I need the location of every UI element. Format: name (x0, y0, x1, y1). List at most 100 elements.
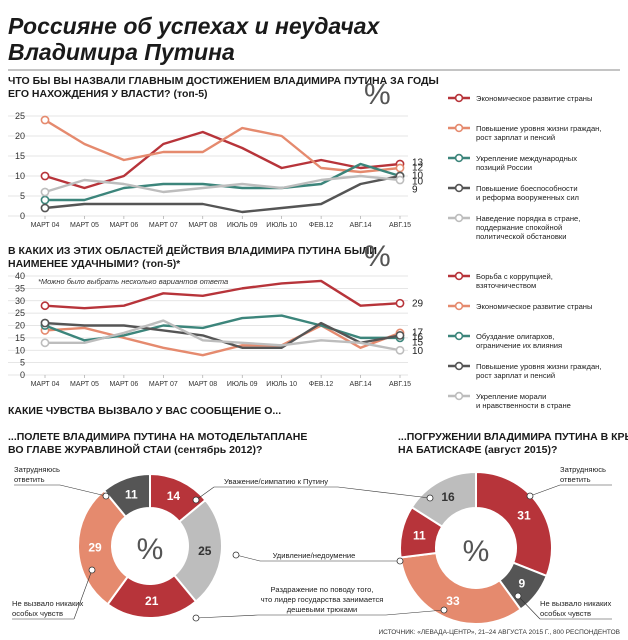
series-start-marker (40, 338, 50, 348)
svg-text:ответить: ответить (14, 475, 45, 484)
series-start-marker (40, 115, 50, 125)
svg-text:дешевыми трюками: дешевыми трюками (287, 605, 358, 614)
y-tick-label: 10 (15, 171, 25, 181)
bathyscaphe-title-line-1: ...ПОГРУЖЕНИИ ВЛАДИМИРА ПУТИНА В КРЫМУ (398, 431, 628, 443)
y-tick-label: 25 (15, 308, 25, 318)
bathyscaphe-title-line-2: НА БАТИСКАФЕ (август 2015)? (398, 444, 557, 456)
callout-respect: Уважение/симпатию к Путину (192, 477, 434, 504)
donut-slice-value: 31 (517, 508, 531, 522)
legend-marker (454, 361, 464, 371)
failures-note: *Можно было выбрать несколько вариантов … (38, 277, 228, 286)
series-end-label: 12 (412, 163, 424, 174)
legend-label: Повышение уровня жизни граждан, (476, 124, 601, 133)
donut-slice-value: 29 (88, 541, 102, 555)
series-start-marker (40, 318, 50, 328)
svg-text:особых чувств: особых чувств (540, 609, 591, 618)
y-tick-label: 10 (15, 345, 25, 355)
achievements-chart: ЧТО БЫ ВЫ НАЗВАЛИ ГЛАВНЫМ ДОСТИЖЕНИЕМ ВЛ… (8, 75, 601, 241)
legend-marker (454, 331, 464, 341)
x-tick-label: ФЕВ.12 (309, 381, 333, 388)
legend-label: ограничение их влияния (476, 341, 562, 350)
source-note: ИСТОЧНИК: «ЛЕВАДА-ЦЕНТР», 21–24 АВГУСТА … (378, 629, 620, 636)
x-tick-label: ИЮЛЬ 10 (266, 222, 297, 229)
donut-slice-value: 21 (145, 594, 159, 608)
x-tick-label: МАРТ 05 (70, 381, 99, 388)
x-tick-label: МАРТ 08 (188, 381, 217, 388)
legend-label: и нравственности в стране (476, 401, 571, 410)
legend-label: Экономическое развитие страны (476, 94, 592, 103)
x-tick-label: МАРТ 07 (149, 381, 178, 388)
x-tick-label: МАРТ 04 (31, 222, 60, 229)
y-tick-label: 40 (15, 271, 25, 281)
series-end-label: 10 (412, 346, 424, 357)
failures-question-line-2: НАИМЕНЕЕ УДАЧНЫМИ? (топ-5)* (8, 258, 181, 270)
x-tick-label: АВГ.14 (350, 222, 372, 229)
series-end-label: 17 (412, 327, 424, 338)
x-tick-label: МАРТ 04 (31, 381, 60, 388)
x-tick-label: МАРТ 06 (109, 381, 138, 388)
svg-text:Не вызвало никаких: Не вызвало никаких (540, 599, 612, 608)
legend-marker (454, 213, 464, 223)
donut-slice (102, 472, 151, 519)
legend-label: и реформа вооруженных сил (476, 193, 579, 202)
legend-label: политической обстановки (476, 232, 566, 241)
legend-marker (454, 153, 464, 163)
donut-slice-value: 11 (413, 528, 426, 542)
x-tick-label: АВГ.14 (350, 381, 372, 388)
main-title-line-2: Владимира Путина (8, 39, 235, 65)
y-tick-label: 30 (15, 296, 25, 306)
x-tick-label: АВГ.15 (389, 381, 411, 388)
legend-label: Укрепление морали (476, 392, 546, 401)
x-tick-label: ИЮЛЬ 09 (227, 222, 258, 229)
y-tick-label: 5 (20, 358, 25, 368)
series-end-marker (395, 298, 405, 308)
x-tick-label: МАРТ 05 (70, 222, 99, 229)
legend-label: позиций России (476, 163, 532, 172)
legend-label: Экономическое развитие страны (476, 302, 592, 311)
series-end-label: 10 (412, 177, 424, 188)
svg-text:Раздражение по поводу того,: Раздражение по поводу того, (271, 585, 374, 594)
failures-chart: В КАКИХ ИЗ ЭТИХ ОБЛАСТЕЙ ДЕЙСТВИЯ ВЛАДИМ… (8, 240, 601, 410)
series-end-label: 15 (412, 337, 424, 348)
y-tick-label: 0 (20, 211, 25, 221)
donut-slice-value: 11 (125, 487, 138, 501)
series-end-label: 13 (412, 158, 424, 169)
series-end-marker (395, 330, 405, 340)
achievements-percent-sign: % (364, 78, 391, 111)
series-line (44, 118, 401, 174)
series-end-marker (395, 175, 405, 185)
callout-irritation: Раздражение по поводу того, что лидер го… (192, 585, 448, 622)
series-end-marker (395, 345, 405, 355)
donut-slice (399, 551, 523, 625)
series-start-marker (40, 171, 50, 181)
series-end-marker (395, 163, 405, 173)
svg-text:Удивление/недоумение: Удивление/недоумение (273, 551, 356, 560)
legend-label: Повышение уровня жизни граждан, (476, 362, 601, 371)
callout-none-right: Не вызвало никаких особых чувств (514, 592, 612, 620)
legend-marker (454, 93, 464, 103)
y-tick-label: 0 (20, 370, 25, 380)
svg-text:ответить: ответить (560, 475, 591, 484)
donut-slice-value: 25 (198, 544, 212, 558)
series-end-label: 9 (412, 185, 418, 196)
donut-slice (77, 489, 130, 606)
series-line (44, 174, 401, 214)
legend-label: Укрепление международных (476, 154, 577, 163)
main-title-line-1: Россияне об успехах и неудачах (8, 13, 381, 39)
y-tick-label: 15 (15, 151, 25, 161)
donut-slice-value: 16 (441, 490, 455, 504)
glider-title-line-1: ...ПОЛЕТЕ ВЛАДИМИРА ПУТИНА НА МОТОДЕЛЬТА… (8, 431, 307, 443)
x-tick-label: АВГ.15 (389, 222, 411, 229)
svg-text:особых чувств: особых чувств (12, 609, 63, 618)
x-tick-label: ФЕВ.12 (309, 222, 333, 229)
donut-center-percent: % (137, 533, 164, 566)
legend-marker (454, 271, 464, 281)
donut-center-percent: % (463, 535, 490, 568)
series-start-marker (40, 195, 50, 205)
y-tick-label: 25 (15, 111, 25, 121)
svg-text:Уважение/симпатию к Путину: Уважение/симпатию к Путину (224, 477, 328, 486)
callout-surprise: Удивление/недоумение (232, 551, 404, 565)
series-line (44, 321, 401, 349)
failures-percent-sign: % (364, 240, 391, 273)
